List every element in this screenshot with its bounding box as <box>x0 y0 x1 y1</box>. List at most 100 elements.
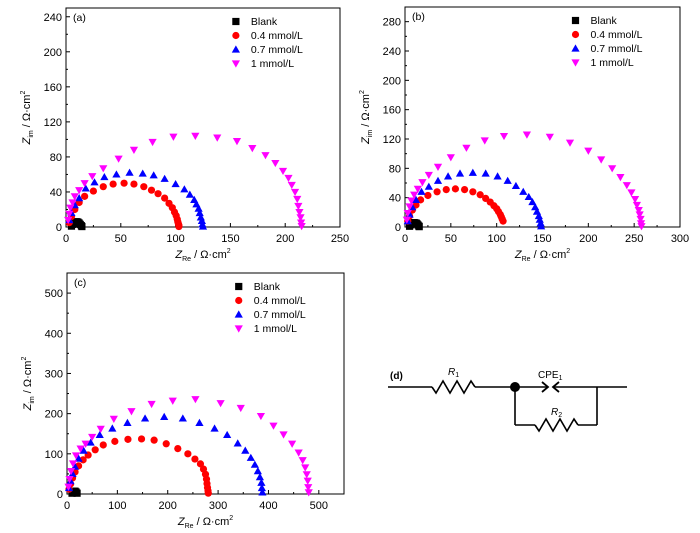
data-point <box>418 179 427 187</box>
y-tick-label: 80 <box>389 163 401 175</box>
data-point <box>65 210 74 218</box>
data-point <box>608 165 617 173</box>
y-tick-label: 0 <box>57 489 63 501</box>
legend-marker <box>231 45 240 53</box>
data-point <box>294 449 303 457</box>
series-1-mmol-l <box>64 132 306 231</box>
legend-marker <box>232 17 240 26</box>
data-point <box>433 188 441 196</box>
data-point <box>86 438 95 446</box>
legend-label: Blank <box>591 15 618 27</box>
data-point <box>191 396 200 404</box>
y-tick-label: 100 <box>45 449 63 461</box>
data-point <box>250 460 259 468</box>
y-tick-label: 0 <box>56 222 62 234</box>
data-point <box>147 400 156 409</box>
y-tick-label: 400 <box>45 328 63 340</box>
legend-marker <box>571 30 580 39</box>
series-0-7-mmol-l <box>64 412 267 496</box>
legend-marker <box>231 60 240 68</box>
legend-label: 0.4 mmol/L <box>591 29 643 41</box>
series-0-7-mmol-l <box>65 168 208 230</box>
y-tick-label: 240 <box>383 46 401 58</box>
data-point <box>637 223 646 231</box>
data-point <box>261 152 270 160</box>
r1-label: R1 <box>448 367 459 379</box>
data-point <box>168 397 177 405</box>
data-point <box>149 171 158 179</box>
data-point <box>174 444 182 453</box>
data-point <box>120 179 128 187</box>
data-point <box>68 199 77 207</box>
y-tick-label: 200 <box>383 75 401 87</box>
data-point <box>66 204 75 212</box>
data-point <box>584 147 593 155</box>
data-point <box>68 469 77 478</box>
series-0-7-mmol-l <box>403 168 546 230</box>
data-point <box>258 488 267 496</box>
data-point <box>417 187 426 195</box>
r2-label: R2 <box>551 407 562 419</box>
data-point <box>413 185 422 193</box>
data-point <box>545 133 554 141</box>
data-point <box>405 203 414 211</box>
data-point <box>480 137 489 145</box>
data-point <box>451 185 460 193</box>
x-axis-title: ZRe / Ω·cm2 <box>514 248 570 263</box>
data-point <box>424 171 433 180</box>
legend-marker <box>571 59 580 67</box>
data-point <box>433 163 443 171</box>
data-point <box>499 217 507 225</box>
data-point <box>297 223 306 231</box>
x-tick-label: 100 <box>108 500 126 512</box>
data-point <box>424 191 432 200</box>
legend-label: 0.7 mmol/L <box>254 309 306 321</box>
data-point <box>81 184 90 192</box>
data-point <box>196 460 205 468</box>
data-point <box>161 194 169 202</box>
y-axis-title: Zim / Ω·cm2 <box>359 90 374 145</box>
data-point <box>403 209 412 218</box>
data-point <box>99 165 108 173</box>
y-tick-label: 120 <box>44 117 62 129</box>
legend-marker <box>235 296 243 305</box>
data-point <box>76 445 85 453</box>
data-point <box>287 181 296 190</box>
series-blank <box>67 218 86 231</box>
data-point <box>597 156 606 164</box>
data-point <box>178 414 187 422</box>
data-point <box>64 216 73 225</box>
x-tick-label: 50 <box>445 233 457 245</box>
data-point <box>216 400 225 408</box>
data-point <box>185 190 194 198</box>
data-point <box>162 440 170 448</box>
data-point <box>88 173 97 181</box>
cpe-left-plate-icon <box>541 381 550 393</box>
data-point <box>468 168 477 176</box>
data-point <box>127 408 136 416</box>
y-tick-label: 160 <box>383 105 401 117</box>
legend-label: 1 mmol/L <box>591 57 634 69</box>
y-tick-label: 40 <box>389 193 401 205</box>
panel-label: (c) <box>74 277 86 289</box>
data-point <box>74 454 83 462</box>
data-point <box>108 424 117 432</box>
data-point <box>302 471 311 479</box>
resistor-r1-icon <box>431 379 476 395</box>
data-point <box>91 446 99 454</box>
data-point <box>519 187 528 195</box>
data-point <box>462 144 471 152</box>
data-point <box>232 138 242 146</box>
data-point <box>255 473 264 481</box>
data-point <box>111 437 119 445</box>
series-1-mmol-l <box>64 396 313 497</box>
x-tick-label: 50 <box>115 233 127 245</box>
data-point <box>294 202 303 211</box>
x-tick-label: 0 <box>63 233 69 245</box>
data-point <box>241 446 250 454</box>
data-point <box>635 211 644 219</box>
y-tick-label: 120 <box>383 134 401 146</box>
x-tick-label: 300 <box>209 500 227 512</box>
data-point <box>248 145 257 153</box>
